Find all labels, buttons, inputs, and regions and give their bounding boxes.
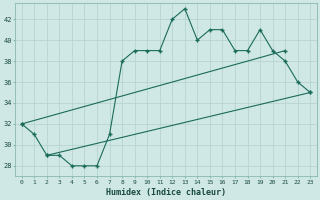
X-axis label: Humidex (Indice chaleur): Humidex (Indice chaleur) bbox=[106, 188, 226, 197]
